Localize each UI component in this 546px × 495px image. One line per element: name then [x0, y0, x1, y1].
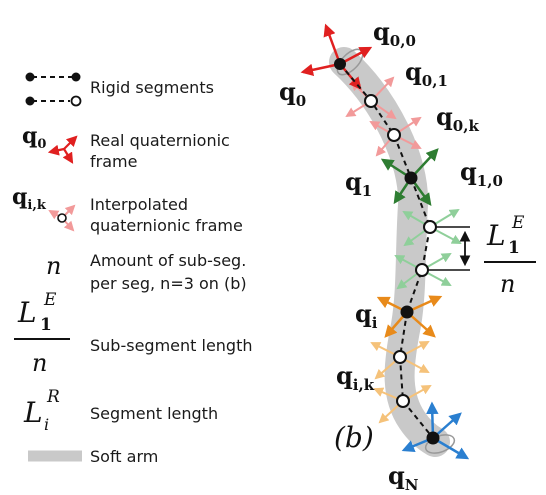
- svg-text:1: 1: [40, 315, 52, 335]
- svg-text:i: i: [44, 415, 49, 434]
- legend-n-symbol: n: [46, 252, 61, 280]
- rigid-segment-symbol: [25, 72, 82, 107]
- svg-text:n: n: [32, 349, 47, 377]
- legend: Rigid segments q0 Real quaternionic fram…: [12, 72, 253, 466]
- legend-interp-frame-icon: [48, 204, 76, 232]
- svg-text:E: E: [43, 290, 57, 310]
- svg-text:L: L: [486, 219, 506, 252]
- svg-text:L: L: [17, 296, 37, 329]
- legend-seg-length-symbol: L i R: [23, 387, 60, 434]
- legend-real-frame-icon: [47, 135, 78, 164]
- legend-amount-line1: Amount of sub-seg.: [90, 251, 246, 270]
- legend-qik-symbol: qi,k: [12, 184, 47, 213]
- legend-q0-symbol: q0: [22, 123, 46, 152]
- legend-real-frame-line2: frame: [90, 152, 137, 171]
- svg-text:n: n: [500, 270, 515, 298]
- label-qi: qi: [355, 299, 378, 332]
- svg-text:E: E: [511, 213, 525, 233]
- label-q00: q0,0: [373, 17, 416, 50]
- legend-amount-line2: per seg, n=3 on (b): [90, 274, 247, 293]
- legend-rigid-segments: Rigid segments: [90, 78, 214, 97]
- svg-text:1: 1: [508, 238, 520, 258]
- svg-text:R: R: [46, 387, 60, 407]
- legend-seg-length: Segment length: [90, 404, 218, 423]
- rigid-backbone: [339, 63, 434, 439]
- legend-subseg-length: Sub-segment length: [90, 336, 253, 355]
- legend-subseg-fraction: L 1 E n: [14, 290, 70, 377]
- panel-label: (b): [334, 421, 374, 454]
- legend-interp-frame-line2: quaternionic frame: [90, 216, 243, 235]
- label-q1: q1: [345, 167, 372, 200]
- legend-soft-arm: Soft arm: [90, 447, 158, 466]
- subseg-length-bracket: [428, 226, 471, 271]
- label-qik: qi,k: [336, 361, 375, 394]
- label-q0: q0: [279, 77, 306, 110]
- label-q10: q1,0: [460, 157, 503, 190]
- backbone-nodes: [334, 58, 440, 445]
- legend-interp-frame-line1: Interpolated: [90, 195, 188, 214]
- svg-text:L: L: [23, 396, 43, 429]
- subseg-length-fraction: L 1 E n: [484, 213, 536, 298]
- label-q0k: q0,k: [436, 102, 479, 135]
- arm-labels: q0,0 q0 q0,1 q0,k q1 q1,0 qi qi,k qN (b): [279, 17, 503, 494]
- label-qN: qN: [388, 461, 419, 494]
- legend-real-frame-line1: Real quaternionic: [90, 131, 230, 150]
- label-q01: q0,1: [405, 57, 448, 90]
